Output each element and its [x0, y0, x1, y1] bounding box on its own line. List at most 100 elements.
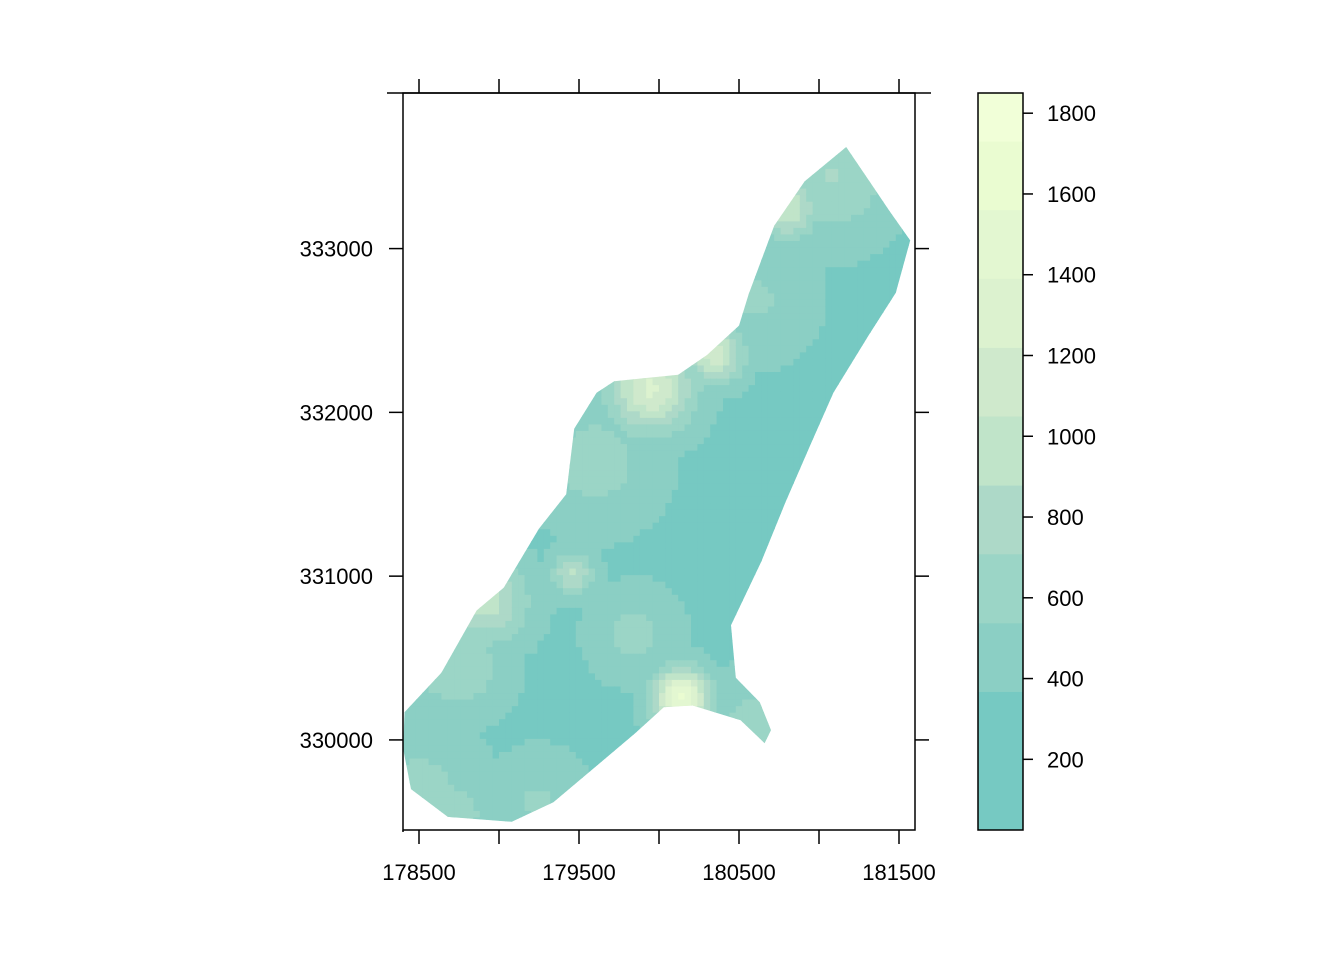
heatmap-cell — [499, 338, 506, 346]
heatmap-cell — [550, 351, 558, 359]
heatmap-cell — [518, 187, 526, 196]
heatmap-cell — [595, 640, 602, 648]
heatmap-cell — [428, 292, 436, 300]
heatmap-cell — [556, 161, 564, 169]
heatmap-cell — [665, 345, 673, 353]
heatmap-cell — [479, 384, 487, 392]
heatmap-cell — [518, 816, 526, 822]
heatmap-cell — [518, 810, 526, 818]
heatmap-cell — [531, 181, 538, 189]
heatmap-cell — [652, 161, 660, 169]
heatmap-cell — [473, 640, 481, 648]
heatmap-cell — [467, 679, 474, 687]
heatmap-cell — [601, 685, 609, 694]
heatmap-cell — [659, 181, 666, 189]
heatmap-cell — [486, 476, 494, 484]
heatmap-cell — [575, 194, 583, 202]
heatmap-cell — [492, 358, 500, 366]
heatmap-cell — [467, 299, 474, 307]
heatmap-cell — [435, 240, 442, 248]
heatmap-cell — [557, 129, 564, 136]
heatmap-cell — [492, 299, 500, 307]
heatmap-cell — [467, 803, 474, 811]
heatmap-cell — [537, 666, 545, 674]
heatmap-cell — [614, 240, 622, 248]
heatmap-cell — [537, 646, 545, 654]
heatmap-cell — [678, 417, 686, 425]
heatmap-cell — [652, 731, 660, 739]
heatmap-cell — [479, 332, 487, 340]
heatmap-cell — [550, 450, 558, 458]
heatmap-cell — [486, 148, 494, 156]
heatmap-cell — [467, 731, 474, 739]
heatmap-cell — [556, 227, 564, 235]
heatmap-cell — [531, 103, 538, 110]
heatmap-cell — [422, 810, 430, 818]
heatmap-cell — [537, 194, 545, 202]
heatmap-cell — [435, 194, 442, 202]
heatmap-cell — [614, 640, 622, 648]
heatmap-cell — [588, 653, 596, 661]
heatmap-cell — [678, 797, 686, 805]
heatmap-cell — [582, 600, 590, 608]
heatmap-cell — [454, 155, 462, 163]
heatmap-cell — [511, 764, 519, 772]
heatmap-cell — [543, 410, 551, 418]
heatmap-cell — [454, 633, 462, 641]
heatmap-cell — [543, 685, 551, 694]
heatmap-cell — [665, 273, 673, 281]
heatmap-cell — [639, 194, 647, 202]
heatmap-cell — [582, 541, 590, 549]
heatmap-cell — [665, 679, 673, 687]
heatmap-cell — [518, 744, 526, 752]
heatmap-cell — [659, 214, 666, 222]
heatmap-cell — [607, 273, 615, 281]
heatmap-cell — [614, 404, 622, 412]
heatmap-cell — [524, 757, 532, 766]
heatmap-cell — [601, 476, 609, 484]
heatmap-cell — [556, 207, 564, 215]
heatmap-cell — [620, 685, 628, 694]
heatmap-cell — [415, 384, 423, 392]
heatmap-cell — [556, 771, 564, 779]
heatmap-cell — [467, 613, 474, 621]
heatmap-cell — [473, 777, 481, 785]
heatmap-cell — [665, 567, 673, 576]
heatmap-cell — [435, 731, 442, 739]
heatmap-cell — [441, 541, 449, 549]
heatmap-cell — [684, 803, 692, 811]
heatmap-cell — [563, 325, 570, 333]
heatmap-cell — [447, 463, 455, 471]
heatmap-cell — [640, 136, 647, 143]
heatmap-cell — [447, 771, 455, 779]
heatmap-cell — [447, 305, 455, 314]
heatmap-cell — [441, 423, 449, 431]
heatmap-cell — [448, 116, 455, 123]
heatmap-cell — [422, 764, 430, 772]
heatmap-cell — [511, 803, 519, 811]
heatmap-cell — [633, 626, 641, 635]
heatmap-cell — [454, 738, 462, 746]
heatmap-cell — [665, 155, 673, 163]
heatmap-cell — [486, 463, 494, 471]
heatmap-cell — [409, 725, 417, 733]
heatmap-cell — [537, 260, 545, 268]
heatmap-cell — [537, 273, 545, 281]
heatmap-cell — [627, 168, 634, 176]
heatmap-cell — [646, 214, 654, 222]
heatmap-cell — [441, 194, 449, 202]
heatmap-cell — [627, 771, 634, 779]
heatmap-cell — [588, 253, 596, 261]
heatmap-cell — [511, 443, 519, 451]
heatmap-cell — [435, 666, 442, 674]
heatmap-cell — [499, 541, 506, 549]
heatmap-cell — [531, 567, 538, 576]
heatmap-cell — [454, 613, 462, 621]
heatmap-cell — [563, 482, 570, 490]
heatmap-cell — [646, 646, 654, 654]
heatmap-cell — [556, 240, 564, 248]
heatmap-cell — [678, 633, 686, 641]
heatmap-cell — [614, 443, 622, 451]
heatmap-cell — [499, 299, 506, 307]
heatmap-cell — [415, 541, 423, 549]
